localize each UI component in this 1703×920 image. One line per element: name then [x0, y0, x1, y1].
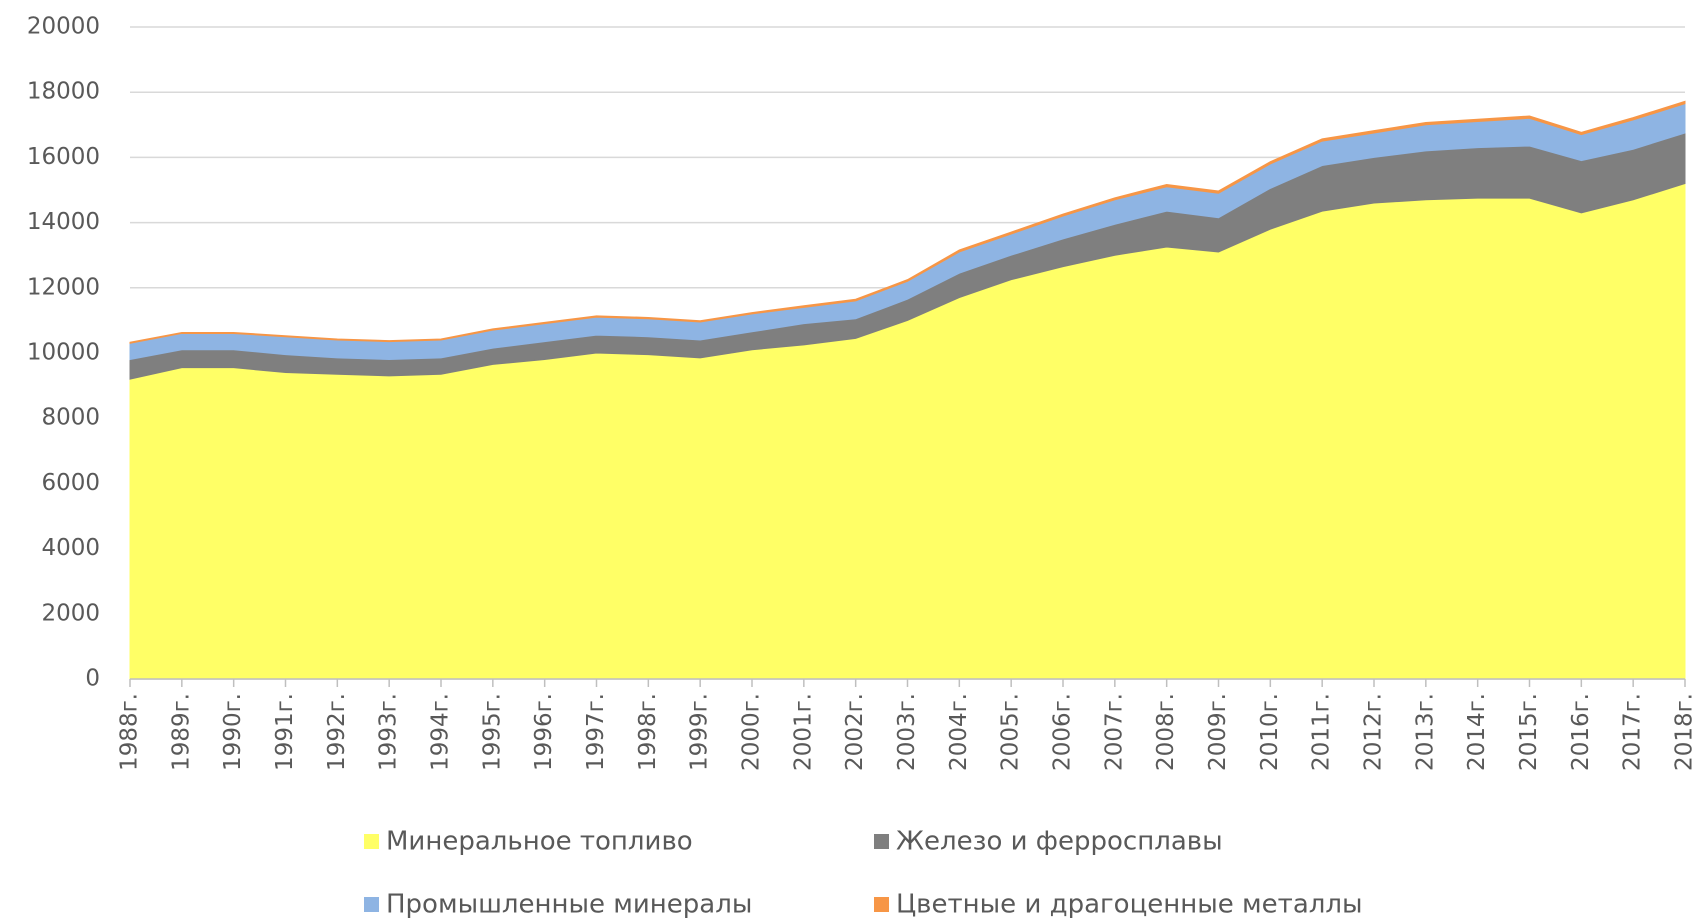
- x-tick-label: 2004г.: [946, 693, 972, 771]
- y-tick-label: 8000: [41, 405, 100, 431]
- x-tick-label: 2016г.: [1568, 693, 1594, 771]
- x-tick-label: 1995г.: [479, 693, 505, 771]
- area: [129, 100, 1686, 344]
- x-tick-label: 1990г.: [220, 693, 246, 771]
- x-tick-label: 1998г.: [635, 693, 661, 771]
- y-tick-label: 10000: [27, 340, 100, 366]
- legend-label: Промышленные минералы: [386, 890, 752, 920]
- x-tick-label: 2013г.: [1412, 693, 1438, 771]
- x-tick-label: 2017г.: [1620, 693, 1646, 771]
- y-tick-label: 18000: [27, 79, 100, 105]
- y-tick-label: 0: [85, 666, 100, 692]
- legend-label: Железо и ферросплавы: [896, 827, 1223, 857]
- legend-swatch: [874, 897, 889, 912]
- x-tick-label: 1999г.: [687, 693, 713, 771]
- x-tick-label: 1994г.: [428, 693, 454, 771]
- x-tick-label: 2009г.: [1205, 693, 1231, 771]
- y-tick-label: 16000: [27, 144, 100, 170]
- y-tick-label: 6000: [41, 470, 100, 496]
- x-tick-label: 2012г.: [1361, 693, 1387, 771]
- y-tick-label: 4000: [41, 535, 100, 561]
- area: [129, 182, 1686, 680]
- x-tick-label: 2000г.: [739, 693, 765, 771]
- y-tick-label: 12000: [27, 274, 100, 300]
- y-tick-label: 2000: [41, 600, 100, 626]
- x-tick-label: 1989г.: [168, 693, 194, 771]
- x-tick-label: 2014г.: [1464, 693, 1490, 771]
- x-tick-label: 2005г.: [998, 693, 1024, 771]
- x-tick-label: 1992г.: [324, 693, 350, 771]
- x-tick-label: 2015г.: [1516, 693, 1542, 771]
- x-tick-label: 1997г.: [583, 693, 609, 771]
- x-tick-label: 2007г.: [1101, 693, 1127, 771]
- legend-swatch: [364, 897, 379, 912]
- x-tick-label: 2002г.: [842, 693, 868, 771]
- x-tick-label: 2011г.: [1309, 693, 1335, 771]
- legend-swatch: [364, 834, 379, 849]
- y-tick-label: 20000: [27, 14, 100, 40]
- x-tick-label: 2010г.: [1257, 693, 1283, 771]
- legend-label: Минеральное топливо: [386, 827, 693, 857]
- x-tick-label: 1996г.: [531, 693, 557, 771]
- x-tick-label: 2003г.: [894, 693, 920, 771]
- x-tick-label: 2006г.: [1050, 693, 1076, 771]
- legend-label: Цветные и драгоценные металлы: [896, 890, 1363, 920]
- x-tick-label: 1988г.: [117, 693, 143, 771]
- x-tick-label: 2008г.: [1153, 693, 1179, 771]
- y-tick-label: 14000: [27, 209, 100, 235]
- x-tick-label: 2001г.: [790, 693, 816, 771]
- legend-swatch: [874, 834, 889, 849]
- x-tick-label: 1991г.: [272, 693, 298, 771]
- x-tick-label: 2018г.: [1672, 693, 1698, 771]
- x-tick-label: 1993г.: [376, 693, 402, 771]
